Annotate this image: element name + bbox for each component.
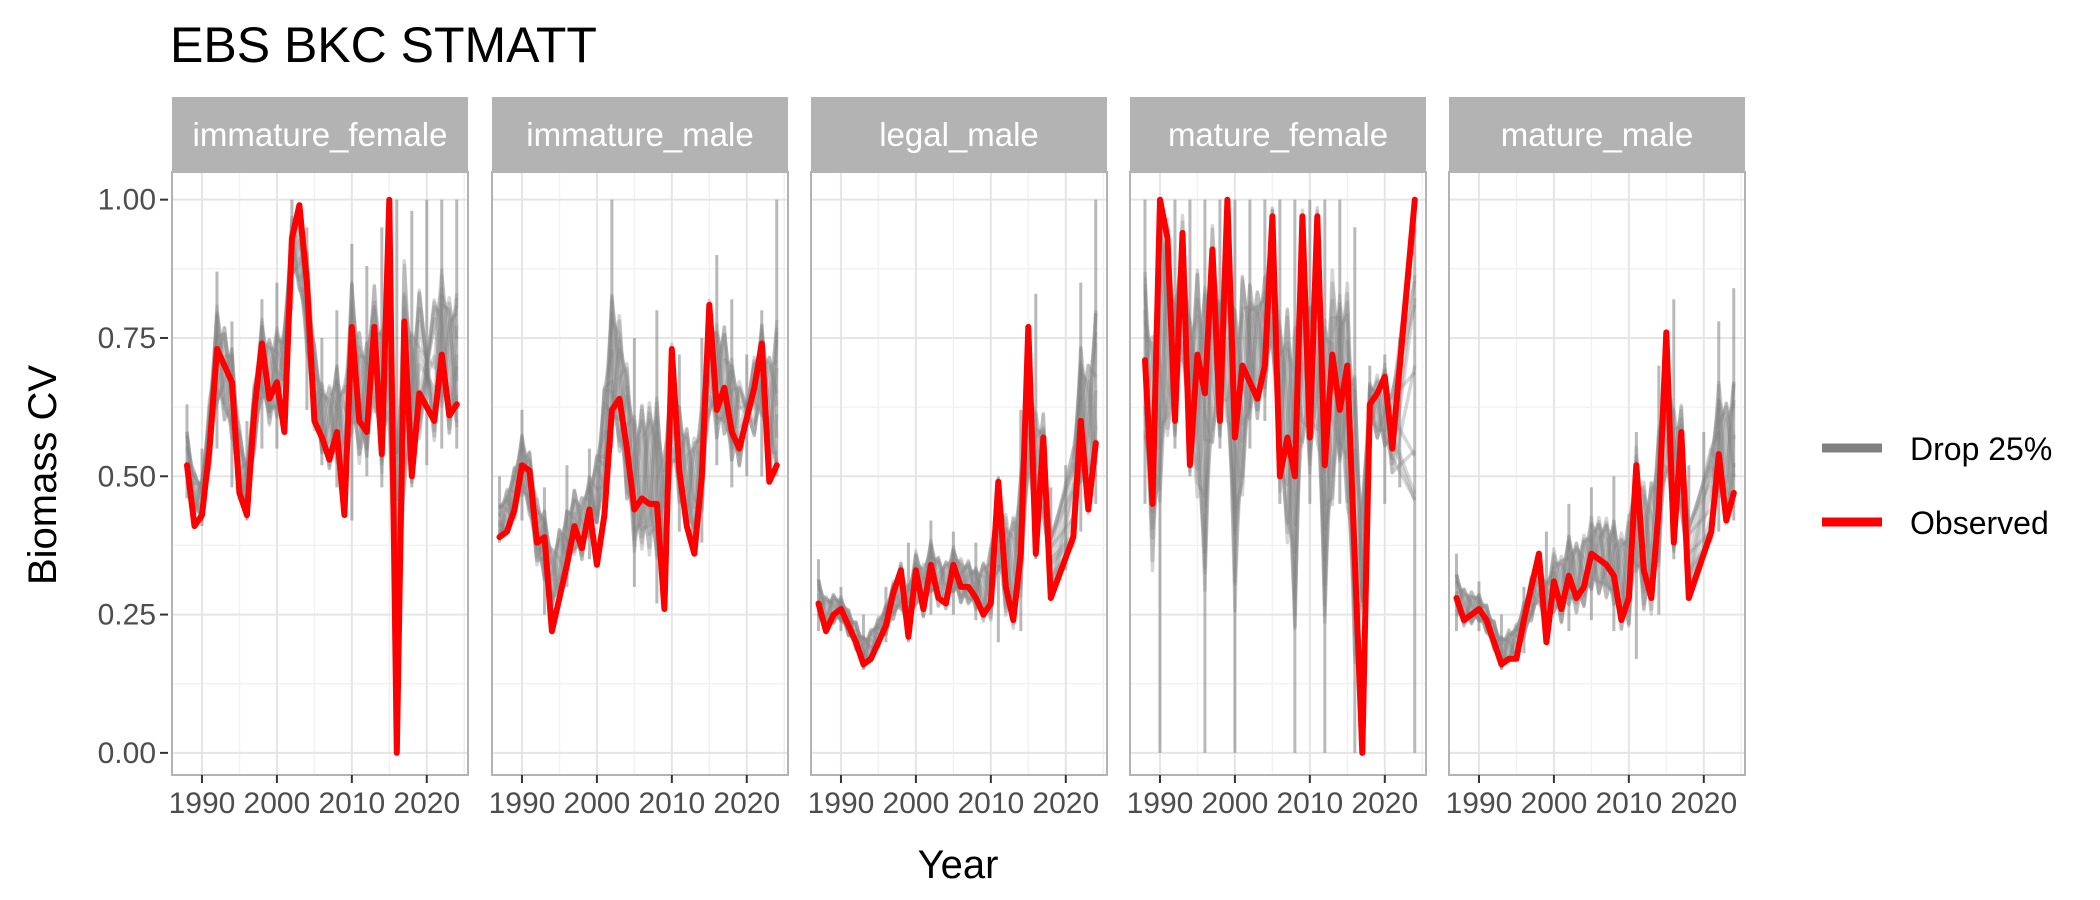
y-tick-label: 0.00 [98, 737, 156, 770]
facet-strip-label: mature_male [1501, 116, 1694, 153]
x-tick-label: 2020 [1670, 787, 1737, 820]
panel-immature_female: immature_female 1990 2000 2010 2020 [169, 97, 469, 820]
y-tick-label: 0.50 [98, 460, 156, 493]
drop-series-line [817, 350, 1098, 649]
drop-series-line [817, 350, 1098, 651]
x-tick-label: 2010 [1595, 787, 1662, 820]
facet-strip [1130, 97, 1426, 171]
panel-border [810, 171, 1108, 776]
chart-title: EBS BKC STMATT [170, 17, 597, 73]
x-tick-label: 2010 [318, 787, 385, 820]
x-tick-label: 2010 [638, 787, 705, 820]
x-tick-label: 2020 [713, 787, 780, 820]
x-tick-label: 2020 [393, 787, 460, 820]
observed-line [1453, 329, 1737, 668]
facet-strip-label: immature_male [526, 116, 753, 153]
panel-immature_male: immature_male 1990 2000 2010 2020 [489, 97, 789, 820]
legend: Drop 25% Observed [1822, 431, 2052, 541]
x-tick-label: 2000 [883, 787, 950, 820]
x-axis-title: Year [918, 843, 999, 887]
facet-strip [811, 97, 1107, 171]
drop-series-line [185, 211, 459, 755]
drop-series-line [816, 313, 1098, 668]
observed-line [184, 196, 460, 756]
panel-border [1129, 171, 1427, 776]
observed-line [1142, 196, 1418, 756]
x-tick-label: 1990 [489, 787, 556, 820]
x-tick-label: 2000 [1202, 787, 1269, 820]
drop-series-line [816, 313, 1098, 662]
facet-strip [492, 97, 788, 171]
drop-series-line [1454, 343, 1736, 661]
x-tick-label: 1990 [1127, 787, 1194, 820]
y-tick-label: 0.75 [98, 322, 156, 355]
observed-line [815, 323, 1099, 668]
facet-strip [1449, 97, 1745, 171]
panel-legal_male: legal_male 1990 2000 2010 2020 [808, 97, 1108, 820]
x-tick-label: 1990 [169, 787, 236, 820]
drop-series-line [1455, 331, 1736, 660]
legend-label-drop: Drop 25% [1910, 431, 2052, 467]
x-tick-label: 2000 [564, 787, 631, 820]
x-tick-label: 1990 [1446, 787, 1513, 820]
drop-series-line [1454, 351, 1736, 661]
y-tick-label: 1.00 [98, 184, 156, 217]
drop-series-line [816, 342, 1098, 669]
legend-label-observed: Observed [1910, 505, 2049, 541]
drop-series-line [817, 345, 1097, 662]
drop-series-line [817, 347, 1098, 657]
x-tick-label: 2010 [957, 787, 1024, 820]
observed-line [496, 301, 780, 635]
panel-mature_male: mature_male 1990 2000 2010 2020 [1446, 97, 1746, 820]
x-tick-label: 2000 [1521, 787, 1588, 820]
x-tick-label: 1990 [808, 787, 875, 820]
y-axis-title: Biomass CV [21, 365, 65, 585]
drop-series-line [816, 331, 1098, 656]
facet-strip-label: mature_female [1168, 116, 1388, 153]
y-tick-label: 0.25 [98, 599, 156, 632]
x-tick-label: 2020 [1032, 787, 1099, 820]
facet-strip-label: legal_male [879, 116, 1039, 153]
panel-border [171, 171, 469, 776]
drop-series-line [185, 218, 459, 727]
drop-series-line [1455, 337, 1736, 660]
drop-series-line [816, 309, 1098, 664]
x-tick-label: 2000 [244, 787, 311, 820]
drop-series-line [816, 356, 1098, 649]
drop-series-line [816, 364, 1098, 652]
x-tick-label: 2020 [1351, 787, 1418, 820]
panel-border [1448, 171, 1746, 776]
facet-strip [172, 97, 468, 171]
x-tick-label: 2010 [1276, 787, 1343, 820]
panel-mature_female: mature_female 1990 2000 2010 2020 [1127, 97, 1427, 820]
panel-border [491, 171, 789, 776]
facet-strip-label: immature_female [193, 116, 448, 153]
drop-series-line [185, 213, 459, 727]
